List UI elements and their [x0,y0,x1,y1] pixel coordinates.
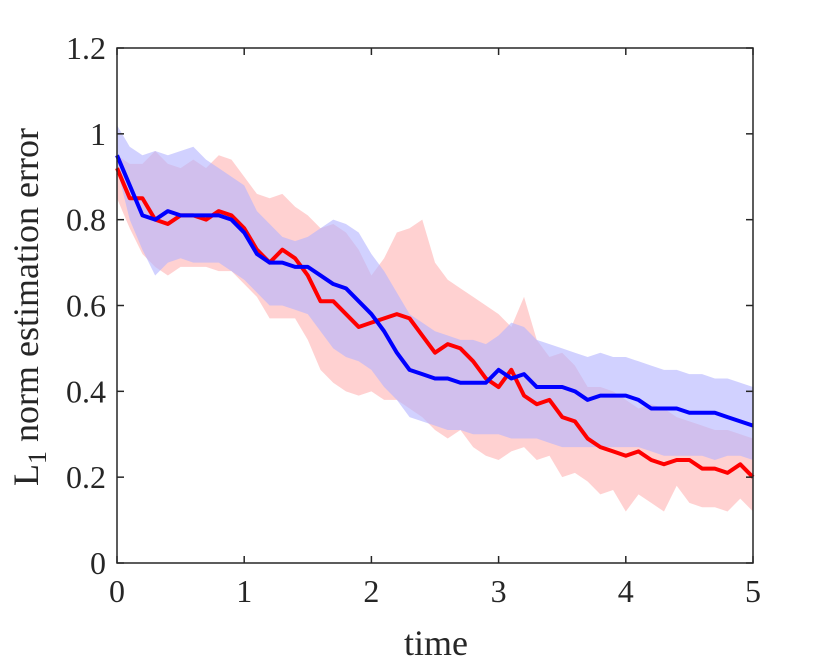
x-tick-labels: 0 1 2 3 4 5 [109,573,761,609]
x-axis-label: time [404,623,468,663]
x-tick-label: 1 [236,573,252,609]
blue-confidence-band [117,125,753,460]
y-axis-label: L1 norm estimation error [6,128,52,486]
series-lines [115,154,755,479]
y-axis-label-rest: norm estimation error [6,128,46,451]
x-tick-label: 4 [618,573,634,609]
y-axis-label-main: L [6,464,46,486]
plot-area-frame [116,47,754,564]
x-tick-label: 5 [745,573,761,609]
y-tick-label: 0.2 [66,459,106,495]
blue-series-line [115,154,754,428]
y-tick-label: 0 [90,545,106,581]
x-tick-label: 2 [363,573,379,609]
red-series-line [115,167,755,479]
y-tick-label: 0.4 [66,373,106,409]
x-tick-label: 0 [109,573,125,609]
y-tick-label: 1.2 [66,30,106,66]
y-tick-labels: 0 0.2 0.4 0.6 0.8 1 1.2 [66,30,106,581]
y-tick-label: 0.6 [66,288,106,324]
y-tick-label: 0.8 [66,202,106,238]
y-tick-label: 1 [90,116,106,152]
y-axis-label-subscript: 1 [23,451,52,464]
confidence-bands [117,125,753,512]
x-tick-label: 3 [491,573,507,609]
